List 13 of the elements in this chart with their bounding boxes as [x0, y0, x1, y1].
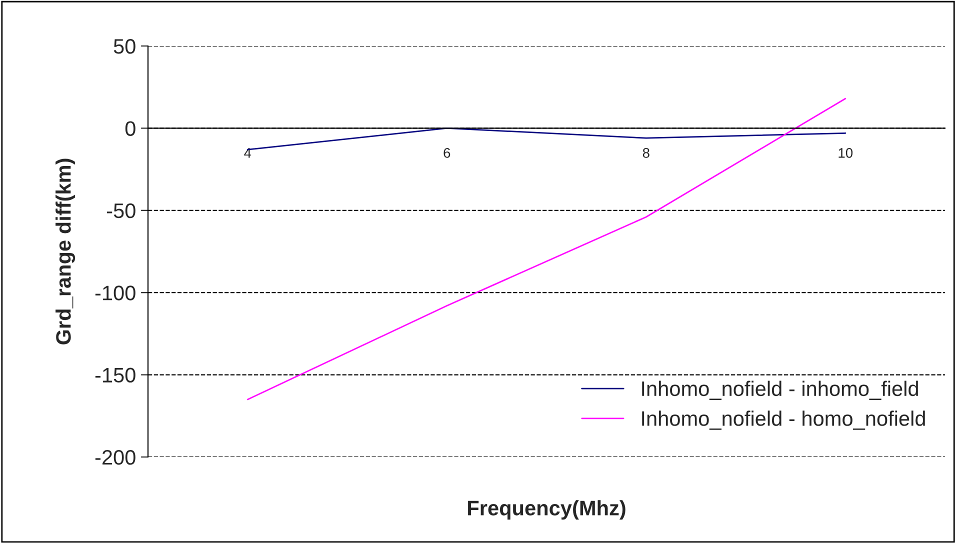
y-axis-title: Grd_range diff(km): [56, 158, 76, 344]
y-tick-label: 50: [114, 39, 136, 54]
y-tick-label: -150: [95, 368, 136, 383]
y-tick-label: 0: [125, 121, 136, 136]
x-tick-label: 10: [838, 148, 853, 158]
y-tick-label: -100: [95, 286, 136, 300]
y-tick-label: -50: [107, 203, 136, 218]
x-axis-title: Frequency(Mhz): [468, 500, 626, 520]
x-tick-label: 8: [642, 148, 650, 158]
legend-label: Inhomo_nofield - homo_nofield: [642, 410, 925, 430]
x-tick-label: 6: [444, 148, 450, 158]
legend-label: Inhomo_nofield - inhomo_field: [642, 380, 918, 400]
y-tick-label: -200: [95, 450, 136, 465]
